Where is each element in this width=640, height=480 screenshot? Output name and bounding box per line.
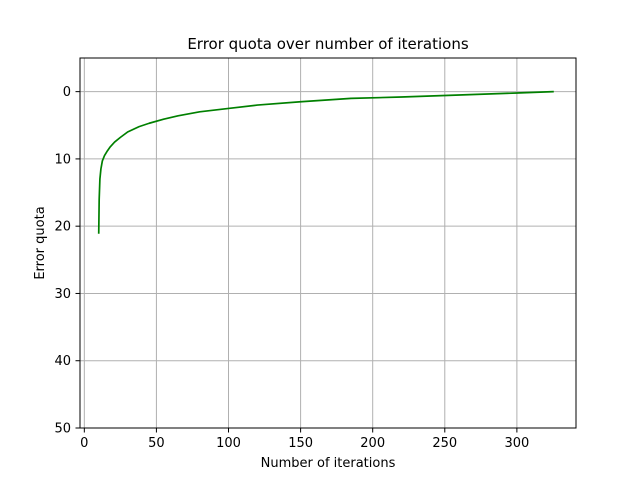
series-line — [97, 90, 554, 234]
x-tick-label: 50 — [148, 436, 165, 451]
x-tick-label: 300 — [504, 436, 529, 451]
x-tick-label: 150 — [288, 436, 313, 451]
y-tick-label: 40 — [54, 354, 71, 369]
y-tick-label: 30 — [54, 287, 71, 302]
y-tick-label: 20 — [54, 220, 71, 235]
ticks: 0 50 100 150 200 250 300 0 10 20 30 40 50 — [54, 85, 529, 451]
y-axis-label: Error quota — [33, 206, 48, 279]
y-tick-label: 50 — [54, 422, 71, 437]
x-axis-label: Number of iterations — [261, 456, 396, 471]
x-tick-label: 0 — [80, 436, 88, 451]
y-tick-label: 10 — [54, 152, 71, 167]
x-tick-label: 250 — [432, 436, 457, 451]
plot-frame — [79, 57, 577, 429]
x-tick-label: 200 — [360, 436, 385, 451]
series-layer — [97, 90, 554, 234]
x-tick-label: 100 — [216, 436, 241, 451]
chart-title: Error quota over number of iterations — [187, 35, 469, 53]
y-tick-label: 0 — [63, 85, 71, 100]
